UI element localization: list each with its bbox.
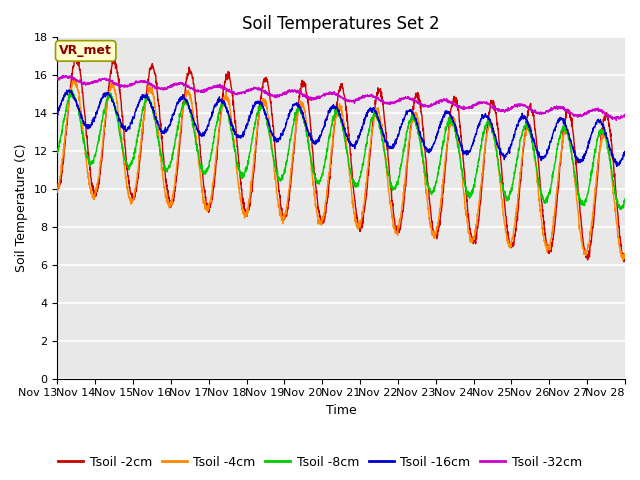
X-axis label: Time: Time — [326, 404, 356, 417]
Title: Soil Temperatures Set 2: Soil Temperatures Set 2 — [243, 15, 440, 33]
Legend: Tsoil -2cm, Tsoil -4cm, Tsoil -8cm, Tsoil -16cm, Tsoil -32cm: Tsoil -2cm, Tsoil -4cm, Tsoil -8cm, Tsoi… — [53, 451, 587, 474]
Y-axis label: Soil Temperature (C): Soil Temperature (C) — [15, 144, 28, 272]
Text: VR_met: VR_met — [60, 45, 112, 58]
